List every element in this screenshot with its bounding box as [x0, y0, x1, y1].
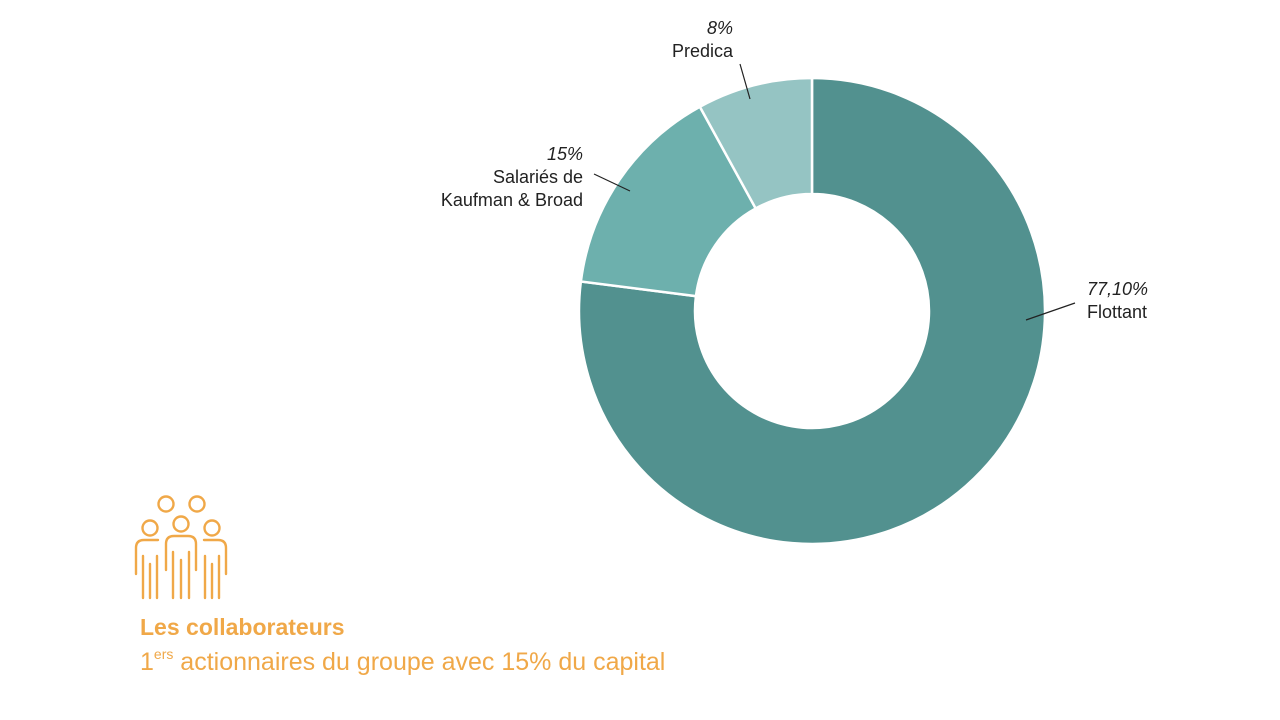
leader-line-salaries	[593, 173, 631, 192]
caption-subtitle-sup: ers	[153, 646, 174, 662]
slice-salaries	[579, 105, 758, 298]
caption-title: Les collaborateurs	[140, 614, 345, 640]
label-flottant: 77,10% Flottant	[1087, 278, 1207, 324]
salaries-percent: 15%	[546, 144, 583, 164]
caption-subtitle-rest: actionnaires du groupe avec 15% du capit…	[173, 648, 666, 676]
slice-flottant	[577, 76, 1047, 546]
caption-subtitle-prefix: 1	[140, 648, 154, 676]
label-predica: 8% Predica	[620, 17, 733, 63]
salaries-name-line1: Salariés de	[492, 167, 583, 187]
salaries-name-line2: Kaufman & Broad	[440, 190, 583, 210]
predica-name: Predica	[671, 41, 733, 61]
leader-line-predica	[739, 63, 751, 100]
caption-subtitle: 1ers actionnaires du groupe avec 15% du …	[140, 646, 665, 677]
flottant-name: Flottant	[1087, 302, 1148, 322]
slice-predica	[698, 76, 814, 211]
label-salaries: 15% Salariés de Kaufman & Broad	[383, 143, 583, 212]
predica-percent: 8%	[706, 18, 733, 38]
flottant-percent: 77,10%	[1087, 279, 1149, 299]
people-group-icon	[134, 495, 228, 600]
leader-line-flottant	[1025, 302, 1076, 321]
